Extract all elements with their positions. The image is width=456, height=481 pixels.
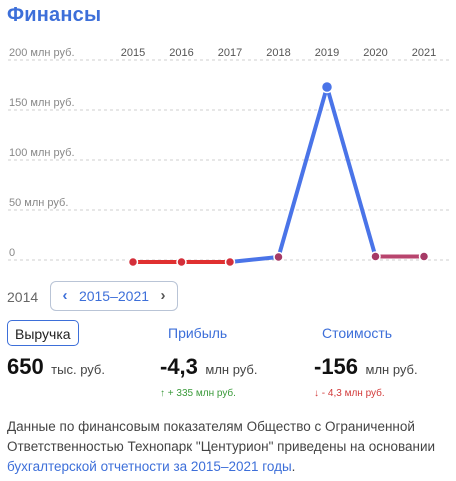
chevron-right-icon[interactable]: › — [160, 287, 166, 304]
metric-value-label[interactable]: Стоимость — [322, 325, 393, 341]
chevron-left-icon[interactable]: ‹ — [62, 287, 68, 304]
metrics-panel: Выручка 650 тыс. руб. Прибыль -4,3 млн р… — [0, 320, 456, 410]
series-segment — [228, 255, 281, 264]
data-point — [127, 256, 139, 268]
period-selector-row: 2014 ‹ 2015–2021 › — [0, 281, 456, 313]
footer-end: . — [291, 459, 296, 474]
y-tick-label: 150 млн руб. — [9, 97, 75, 109]
x-tick-label: 2019 — [315, 47, 339, 59]
data-point — [273, 251, 284, 263]
footer-text: Данные по финансовым показателям Обществ… — [7, 419, 436, 454]
data-point — [224, 256, 236, 268]
footer-note: Данные по финансовым показателям Обществ… — [7, 417, 452, 477]
accounting-report-link[interactable]: бухгалтерской отчетности за 2015–2021 го… — [7, 459, 292, 474]
period-range-label: 2015–2021 — [78, 288, 150, 304]
metric-revenue-unit: тыс. руб. — [51, 362, 105, 377]
metric-revenue-value: 650 — [7, 354, 44, 379]
section-title: Финансы — [7, 4, 102, 26]
x-tick-label: 2015 — [121, 47, 145, 59]
metric-value-unit: млн руб. — [365, 362, 418, 377]
y-tick-label: 50 млн руб. — [9, 197, 68, 209]
x-tick-label: 2021 — [412, 47, 436, 59]
x-tick-label: 2017 — [218, 47, 242, 59]
metric-value-value: -156 — [314, 354, 359, 379]
finance-line-chart: 200 млн руб. 150 млн руб. 100 млн руб. 50 м… — [8, 47, 450, 268]
data-point — [370, 251, 381, 262]
metric-revenue-label[interactable]: Выручка — [7, 320, 79, 346]
data-point — [176, 256, 187, 268]
x-tick-label: 2016 — [169, 47, 193, 59]
metric-profit-delta: ↑ + 335 млн руб. — [160, 388, 236, 399]
y-tick-label: 100 млн руб. — [9, 147, 75, 159]
metric-revenue[interactable]: Выручка 650 тыс. руб. — [7, 320, 105, 380]
x-tick-label: 2020 — [363, 47, 387, 59]
metric-value[interactable]: Стоимость -156 млн руб. ↓ - 4,3 млн руб. — [314, 320, 418, 399]
metric-profit[interactable]: Прибыль -4,3 млн руб. ↑ + 335 млн руб. — [160, 320, 257, 399]
metric-profit-label[interactable]: Прибыль — [168, 325, 228, 341]
data-point — [418, 251, 430, 262]
series-segment — [276, 85, 329, 259]
metric-profit-value: -4,3 — [160, 354, 198, 379]
period-selector: ‹ 2015–2021 › — [50, 281, 178, 311]
series-segment — [325, 85, 378, 259]
prev-year-label[interactable]: 2014 — [7, 289, 39, 305]
y-tick-label: 0 — [9, 247, 15, 259]
x-tick-label: 2018 — [266, 47, 290, 59]
metric-value-delta: ↓ - 4,3 млн руб. — [314, 388, 385, 399]
metric-profit-unit: млн руб. — [205, 362, 258, 377]
y-tick-label: 200 млн руб. — [9, 47, 75, 59]
data-point — [320, 80, 334, 94]
